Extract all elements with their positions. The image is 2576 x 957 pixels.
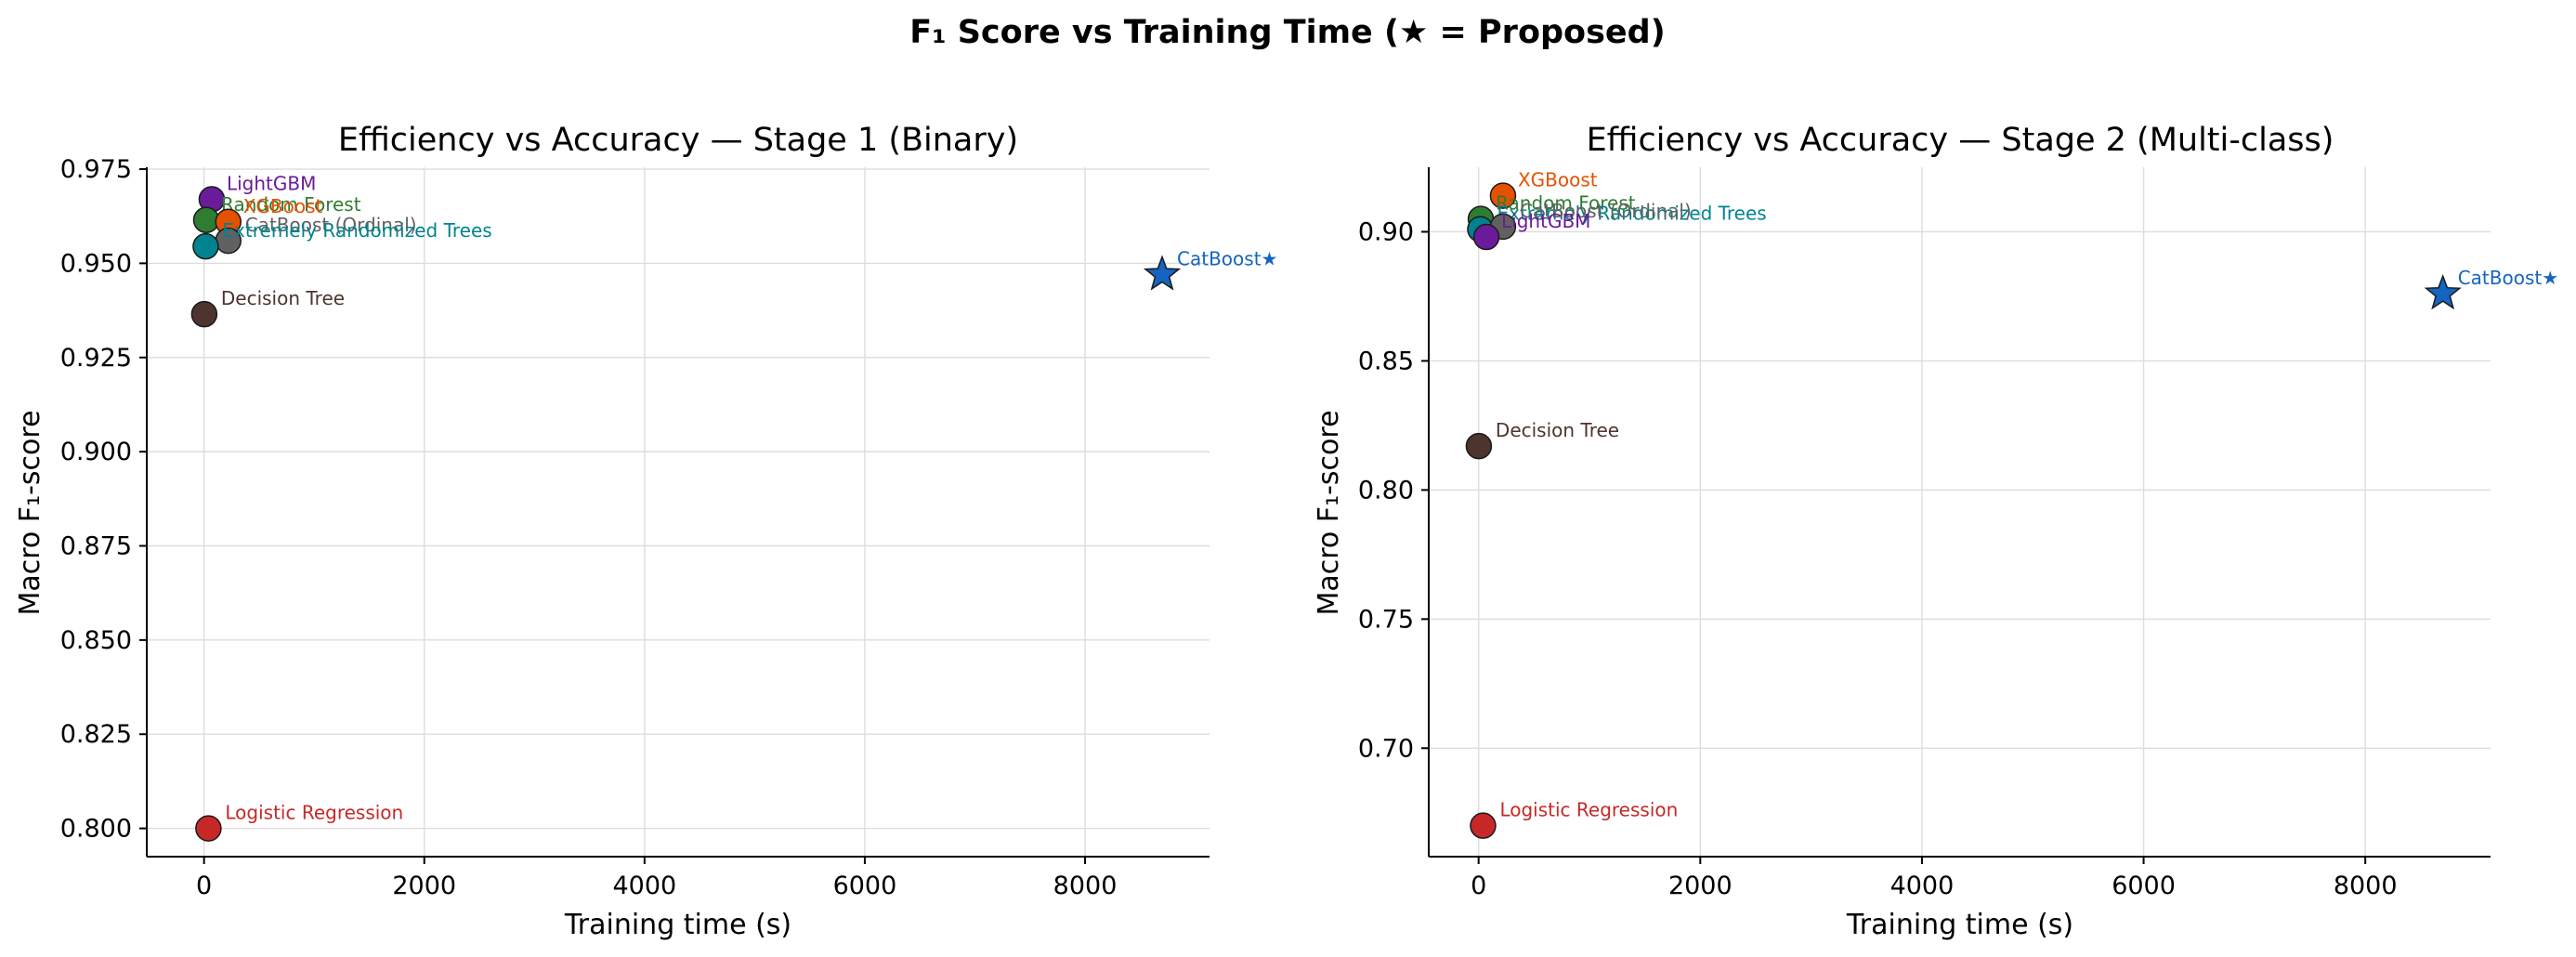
stage2-point-xgboost bbox=[1489, 182, 1517, 209]
stage2-y-tick-label: 0.75 bbox=[1358, 605, 1414, 634]
stage1-chart: Efficiency vs Accuracy — Stage 1 (Binary… bbox=[14, 122, 1277, 941]
stage2-x-tick-label: 8000 bbox=[2334, 872, 2398, 900]
stage2-y-axis-label: Macro F₁-score bbox=[1313, 410, 1345, 615]
stage2-x-tick-label: 4000 bbox=[1890, 872, 1955, 900]
stage2-label-catboost-star: CatBoost★ bbox=[2458, 267, 2558, 289]
stage2-label-lightgbm: LightGBM bbox=[1501, 210, 1590, 232]
stage2-chart: Efficiency vs Accuracy — Stage 2 (Multi-… bbox=[1313, 122, 2558, 941]
stage1-point-catboost-star bbox=[1143, 255, 1182, 291]
stage1-label-extremely-randomized-trees: Extremely Randomized Trees bbox=[222, 219, 491, 242]
stage2-y-tick-label: 0.80 bbox=[1358, 476, 1414, 505]
stage1-y-tick-label: 0.825 bbox=[60, 720, 132, 749]
stage1-x-tick-label: 0 bbox=[196, 872, 212, 900]
stage1-y-axis-label: Macro F₁-score bbox=[14, 410, 46, 615]
stage1-y-tick-label: 0.900 bbox=[60, 438, 132, 466]
stage2-grid bbox=[1429, 167, 2491, 857]
stage1-x-tick-label: 8000 bbox=[1053, 872, 1118, 900]
stage1-ticks: 0 2000 4000 6000 8000 0.800 0.825 0.850 0.875 0.9… bbox=[60, 155, 1118, 900]
stage1-point-random-forest bbox=[192, 206, 220, 234]
stage1-label-catboost-star: CatBoost★ bbox=[1177, 248, 1277, 270]
stage1-grid bbox=[147, 167, 1210, 857]
stage2-x-tick-label: 6000 bbox=[2112, 872, 2176, 900]
stage2-axes bbox=[1428, 167, 2491, 858]
stage2-point-logistic-regression bbox=[1470, 812, 1497, 839]
stage1-axes bbox=[146, 167, 1210, 858]
figure-title: F₁ Score vs Training Time (★ = Proposed) bbox=[909, 14, 1665, 51]
stage1-label-decision-tree: Decision Tree bbox=[221, 287, 345, 309]
stage1-point-logistic-regression bbox=[195, 815, 222, 842]
stage2-x-tick-label: 0 bbox=[1471, 872, 1486, 900]
stage1-y-tick-label: 0.875 bbox=[60, 531, 132, 560]
stage2-label-xgboost: XGBoost bbox=[1518, 169, 1598, 191]
stage2-x-axis-label: Training time (s) bbox=[1846, 909, 2073, 941]
stage1-x-tick-label: 2000 bbox=[392, 872, 456, 900]
stage2-y-tick-label: 0.85 bbox=[1358, 347, 1414, 375]
stage1-point-decision-tree bbox=[190, 300, 218, 328]
stage1-label-lightgbm: LightGBM bbox=[227, 172, 316, 194]
stage2-label-logistic-regression: Logistic Regression bbox=[1499, 799, 1678, 821]
stage1-label-random-forest: Random Forest bbox=[221, 193, 361, 216]
stage1-x-tick-label: 6000 bbox=[833, 872, 897, 900]
stage2-point-lightgbm bbox=[1472, 223, 1500, 251]
stage2-point-decision-tree bbox=[1465, 432, 1493, 460]
stage1-label-logistic-regression: Logistic Regression bbox=[225, 802, 403, 824]
stage1-chart-title: Efficiency vs Accuracy — Stage 1 (Binary… bbox=[338, 122, 1018, 159]
stage2-label-decision-tree: Decision Tree bbox=[1496, 419, 1619, 441]
stage2-label-random-forest: Random Forest bbox=[1496, 192, 1636, 215]
stage1-y-tick-label: 0.925 bbox=[60, 344, 132, 373]
stage2-ticks: 0 2000 4000 6000 8000 0.70 0.75 0.80 0.85 0.90 bbox=[1358, 217, 2398, 900]
stage1-x-tick-label: 4000 bbox=[612, 872, 676, 900]
stage1-point-extremely-randomized-trees bbox=[192, 232, 219, 260]
stage2-label-extremely-randomized-trees: Extremely Randomized Trees bbox=[1497, 203, 1766, 225]
stage2-x-tick-label: 2000 bbox=[1668, 872, 1733, 900]
stage2-y-tick-label: 0.90 bbox=[1358, 217, 1414, 246]
stage1-y-tick-label: 0.975 bbox=[60, 155, 132, 184]
stage1-x-axis-label: Training time (s) bbox=[564, 909, 791, 941]
stage1-label-catboost-ordinal: CatBoost (Ordinal) bbox=[245, 214, 417, 236]
stage1-y-tick-label: 0.950 bbox=[60, 249, 132, 278]
stage1-y-tick-label: 0.850 bbox=[60, 626, 132, 655]
stage2-point-catboost-star bbox=[2424, 274, 2462, 310]
stage2-chart-title: Efficiency vs Accuracy — Stage 2 (Multi-… bbox=[1587, 122, 2334, 159]
stage1-label-xgboost: XGBoost bbox=[243, 195, 323, 217]
stage2-y-tick-label: 0.70 bbox=[1358, 734, 1414, 763]
stage2-label-catboost-ordinal: CatBoost (Ordinal) bbox=[1520, 200, 1692, 222]
stage1-y-tick-label: 0.800 bbox=[60, 815, 132, 844]
